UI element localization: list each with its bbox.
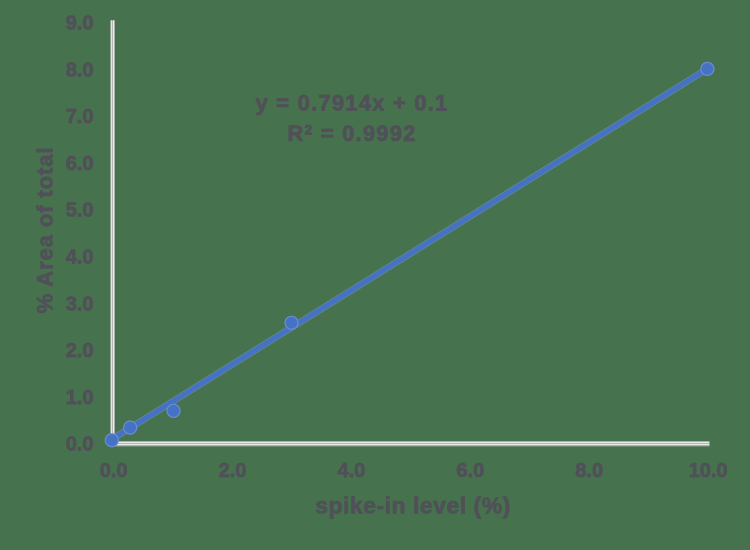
svg-text:6.0: 6.0 [456,460,484,482]
svg-text:4.0: 4.0 [66,247,94,269]
svg-text:8.0: 8.0 [66,59,94,81]
svg-text:y = 0.7914x + 0.1: y = 0.7914x + 0.1 [256,91,449,116]
svg-text:R2 = 0.9992: R2 = 0.9992 [287,121,416,146]
svg-text:% Area of total: % Area of total [33,147,58,314]
svg-text:1.0: 1.0 [66,387,94,409]
svg-text:9.0: 9.0 [66,13,94,35]
svg-text:2.0: 2.0 [219,460,247,482]
svg-text:7.0: 7.0 [66,106,94,128]
svg-text:3.0: 3.0 [66,293,94,315]
svg-text:5.0: 5.0 [66,200,94,222]
svg-text:10.0: 10.0 [689,460,728,482]
svg-text:0.0: 0.0 [66,434,94,456]
svg-text:8.0: 8.0 [575,460,603,482]
svg-text:4.0: 4.0 [337,460,365,482]
svg-text:6.0: 6.0 [66,153,94,175]
svg-text:spike-in level (%): spike-in level (%) [315,493,511,519]
svg-text:0.0: 0.0 [100,460,128,482]
svg-text:2.0: 2.0 [66,340,94,362]
